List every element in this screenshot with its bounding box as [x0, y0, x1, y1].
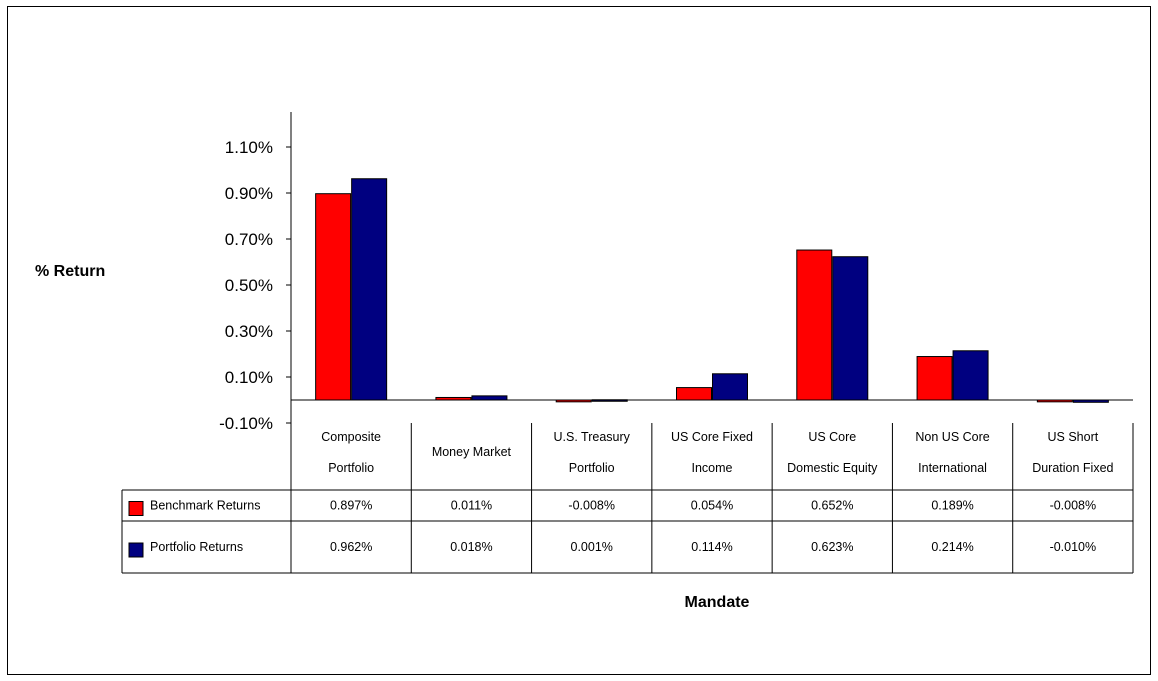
y-tick-label: 1.10%	[225, 138, 273, 157]
category-label: Money Market	[432, 445, 512, 459]
data-label: 0.214%	[931, 540, 973, 554]
bar-portfolio-5	[952, 350, 989, 401]
legend-key-portfolio	[128, 542, 144, 558]
y-tick-label: 0.10%	[225, 368, 273, 387]
y-tick-label: -0.10%	[219, 414, 273, 433]
legend-label: Portfolio Returns	[150, 540, 243, 554]
bar-benchmark-3	[676, 387, 712, 401]
data-label: 0.623%	[811, 540, 853, 554]
bar-portfolio-0	[351, 178, 388, 401]
data-label: -0.008%	[1050, 499, 1097, 513]
category-label: US Short	[1047, 430, 1098, 444]
category-label: Portfolio	[569, 461, 615, 475]
data-label: 0.011%	[451, 499, 492, 513]
data-label: 0.652%	[811, 499, 853, 513]
chart-frame	[7, 6, 1151, 675]
data-label: 0.114%	[691, 540, 732, 554]
y-tick-label: 0.90%	[225, 184, 273, 203]
data-label: 0.001%	[571, 540, 613, 554]
legend-label: Benchmark Returns	[150, 499, 260, 513]
data-label: 0.054%	[691, 499, 733, 513]
bar-benchmark-0	[315, 193, 352, 401]
x-axis-title: Mandate	[685, 594, 750, 611]
category-label: US Core Fixed	[671, 430, 753, 444]
bar-benchmark-4	[796, 249, 833, 401]
category-label: US Core	[808, 430, 856, 444]
y-tick-label: 0.70%	[225, 230, 273, 249]
data-label: 0.962%	[330, 540, 372, 554]
y-tick-label: 0.30%	[225, 322, 273, 341]
category-label: Duration Fixed	[1032, 461, 1113, 475]
bar-benchmark-5	[916, 356, 953, 401]
category-label: Composite	[321, 430, 381, 444]
category-label: U.S. Treasury	[554, 430, 631, 444]
category-label: Domestic Equity	[787, 461, 878, 475]
data-label: 0.018%	[450, 540, 492, 554]
category-label: Portfolio	[328, 461, 374, 475]
data-label: 0.189%	[931, 499, 973, 513]
bar-portfolio-3	[712, 373, 748, 401]
y-axis-title: % Return	[35, 263, 105, 280]
bar-portfolio-1	[471, 395, 508, 401]
data-label: -0.008%	[568, 499, 615, 513]
data-label: 0.897%	[330, 499, 372, 513]
category-label: Income	[692, 461, 733, 475]
category-label: International	[918, 461, 987, 475]
data-label: -0.010%	[1050, 540, 1097, 554]
bar-portfolio-4	[832, 256, 869, 401]
y-tick-label: 0.50%	[225, 276, 273, 295]
category-label: Non US Core	[915, 430, 989, 444]
legend-key-benchmark	[128, 501, 144, 516]
